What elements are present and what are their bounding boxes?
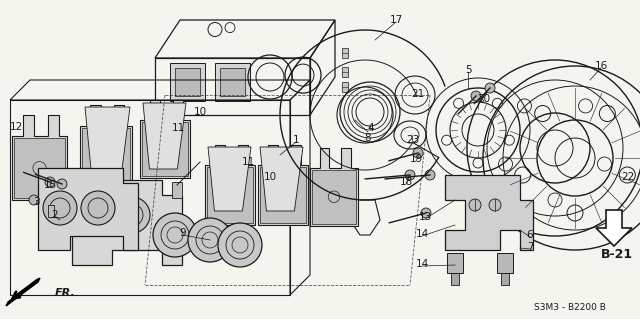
Bar xyxy=(342,81,348,92)
Polygon shape xyxy=(140,100,190,178)
Text: 3: 3 xyxy=(33,197,39,207)
Bar xyxy=(497,253,513,273)
Polygon shape xyxy=(143,103,186,169)
Text: 14: 14 xyxy=(415,229,429,239)
Bar xyxy=(312,169,356,224)
Circle shape xyxy=(188,218,232,262)
Text: 8: 8 xyxy=(365,133,371,143)
Bar xyxy=(447,253,463,273)
Text: B-21: B-21 xyxy=(601,249,633,262)
Text: 5: 5 xyxy=(465,65,471,75)
Bar xyxy=(10,100,290,295)
Bar xyxy=(172,182,182,198)
Text: 17: 17 xyxy=(389,15,403,25)
Bar xyxy=(82,128,130,185)
Circle shape xyxy=(45,177,55,187)
Text: 13: 13 xyxy=(419,212,431,222)
Text: 15: 15 xyxy=(44,180,56,190)
Polygon shape xyxy=(310,148,358,226)
Bar xyxy=(215,63,250,101)
Polygon shape xyxy=(445,175,533,250)
Bar xyxy=(170,63,205,101)
Circle shape xyxy=(471,91,481,101)
Circle shape xyxy=(405,170,415,180)
Text: 21: 21 xyxy=(412,89,424,99)
Text: 19: 19 xyxy=(410,154,422,164)
Bar xyxy=(160,195,172,201)
Polygon shape xyxy=(12,115,67,200)
Text: 12: 12 xyxy=(10,122,22,132)
Text: 6: 6 xyxy=(527,230,533,240)
Bar xyxy=(207,167,253,223)
Polygon shape xyxy=(80,105,132,187)
Polygon shape xyxy=(85,107,130,177)
Text: 22: 22 xyxy=(621,172,635,182)
Text: 4: 4 xyxy=(368,123,374,133)
Bar xyxy=(451,273,459,285)
Text: 20: 20 xyxy=(477,94,491,104)
Circle shape xyxy=(485,83,495,93)
Circle shape xyxy=(413,148,423,158)
Bar xyxy=(142,122,188,176)
Text: 11: 11 xyxy=(172,123,184,133)
Bar xyxy=(342,67,348,77)
Circle shape xyxy=(153,213,197,257)
Bar xyxy=(342,48,348,58)
Bar xyxy=(220,68,245,96)
Circle shape xyxy=(29,195,39,205)
Text: FR.: FR. xyxy=(55,288,76,298)
Text: 11: 11 xyxy=(241,157,255,167)
Polygon shape xyxy=(596,210,632,246)
Polygon shape xyxy=(72,180,182,265)
Polygon shape xyxy=(38,168,138,250)
Circle shape xyxy=(469,199,481,211)
Bar xyxy=(260,167,306,223)
Circle shape xyxy=(57,179,67,189)
Text: 9: 9 xyxy=(180,228,186,238)
Bar xyxy=(175,68,200,96)
Circle shape xyxy=(43,191,77,225)
Polygon shape xyxy=(208,147,251,211)
Bar xyxy=(48,205,54,217)
Text: 2: 2 xyxy=(52,210,58,220)
Polygon shape xyxy=(258,145,308,225)
Circle shape xyxy=(218,223,262,267)
Text: 14: 14 xyxy=(415,259,429,269)
Circle shape xyxy=(425,170,435,180)
Polygon shape xyxy=(205,145,255,225)
Bar xyxy=(501,273,509,285)
Polygon shape xyxy=(6,278,40,306)
Circle shape xyxy=(81,191,115,225)
Circle shape xyxy=(421,208,431,218)
Text: 16: 16 xyxy=(595,61,607,71)
Circle shape xyxy=(114,197,150,233)
Text: 1: 1 xyxy=(292,135,300,145)
Text: 10: 10 xyxy=(264,172,276,182)
Circle shape xyxy=(489,199,501,211)
Text: S3M3 - B2200 B: S3M3 - B2200 B xyxy=(534,303,606,313)
Text: 10: 10 xyxy=(193,107,207,117)
Text: 7: 7 xyxy=(527,242,533,252)
Circle shape xyxy=(74,197,110,233)
Bar xyxy=(14,138,65,198)
Text: 23: 23 xyxy=(406,135,420,145)
Text: 18: 18 xyxy=(399,177,413,187)
Polygon shape xyxy=(260,147,303,211)
